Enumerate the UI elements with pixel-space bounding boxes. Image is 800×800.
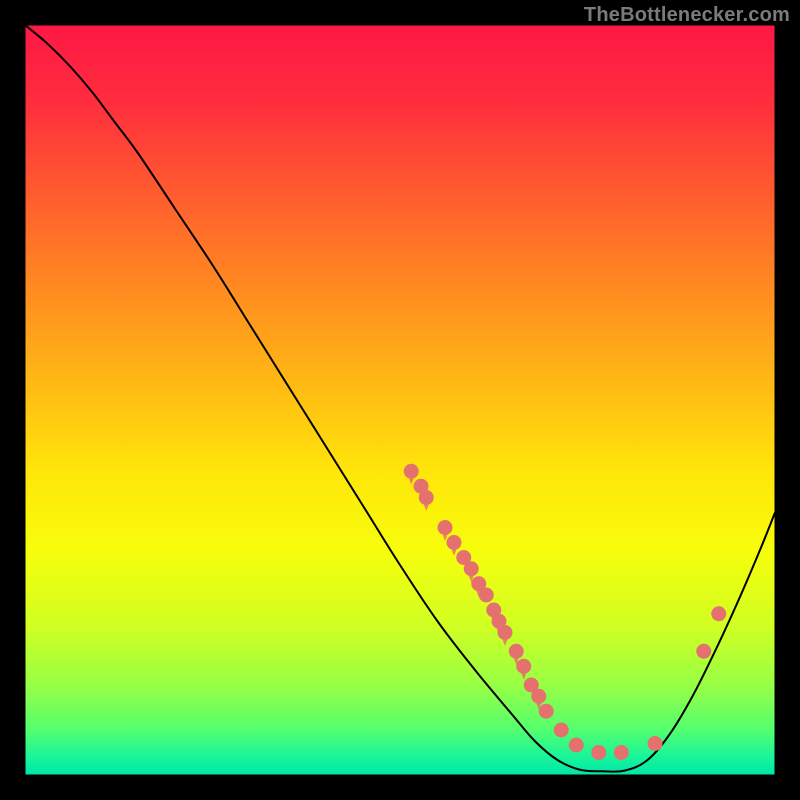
plot-background [25,25,775,775]
data-marker [479,588,493,602]
data-marker [697,644,711,658]
data-marker [498,626,512,640]
data-marker [539,704,553,718]
data-marker [712,607,726,621]
watermark-label: TheBottlenecker.com [584,4,790,27]
data-marker [592,746,606,760]
data-marker [509,644,523,658]
data-marker [419,491,433,505]
data-marker [614,746,628,760]
chart-container: TheBottlenecker.com [0,0,800,800]
data-marker [404,464,418,478]
data-marker [648,737,662,751]
data-marker [554,723,568,737]
data-marker [447,536,461,550]
data-marker [464,562,478,576]
data-marker [438,521,452,535]
data-marker [517,659,531,673]
bottleneck-chart [0,0,800,800]
data-marker [532,689,546,703]
data-marker [569,738,583,752]
